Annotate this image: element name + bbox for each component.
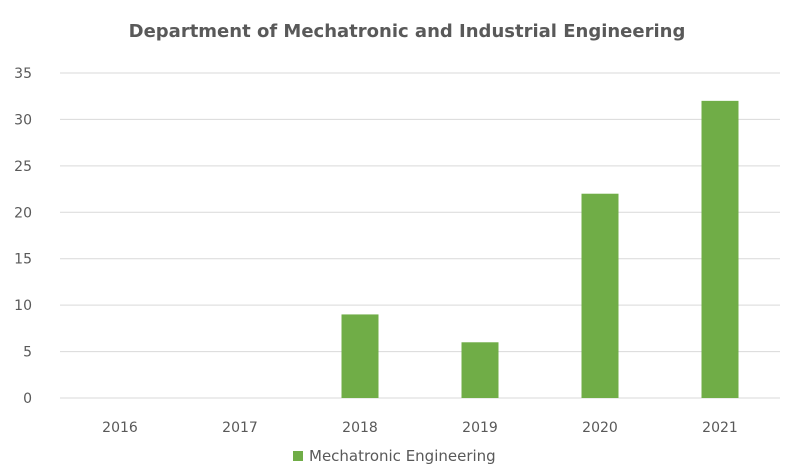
chart-title: Department of Mechatronic and Industrial… (129, 21, 686, 42)
x-tick-label: 2018 (342, 420, 378, 436)
x-tick-label: 2017 (222, 420, 258, 436)
y-tick-label: 15 (14, 252, 32, 268)
x-tick-label: 2021 (702, 420, 738, 436)
y-tick-label: 20 (14, 205, 32, 221)
x-tick-label: 2020 (582, 420, 618, 436)
bar (701, 100, 739, 398)
gridlines (60, 72, 780, 399)
y-axis-ticks: 0 5 10 15 20 25 30 35 (14, 66, 32, 407)
bar (461, 342, 499, 398)
bar (341, 314, 379, 398)
x-tick-label: 2016 (102, 420, 138, 436)
legend: Mechatronic Engineering (293, 447, 496, 465)
y-tick-label: 10 (14, 298, 32, 314)
y-tick-label: 0 (23, 391, 32, 407)
y-tick-label: 5 (23, 345, 32, 361)
x-tick-label: 2019 (462, 420, 498, 436)
legend-label: Mechatronic Engineering (309, 447, 496, 465)
legend-swatch (293, 451, 303, 461)
y-tick-label: 30 (14, 112, 32, 128)
y-tick-label: 25 (14, 159, 32, 175)
bars (341, 100, 739, 398)
y-tick-label: 35 (14, 66, 32, 82)
x-axis-ticks: 2016 2017 2018 2019 2020 2021 (102, 420, 738, 436)
bar (581, 193, 619, 398)
